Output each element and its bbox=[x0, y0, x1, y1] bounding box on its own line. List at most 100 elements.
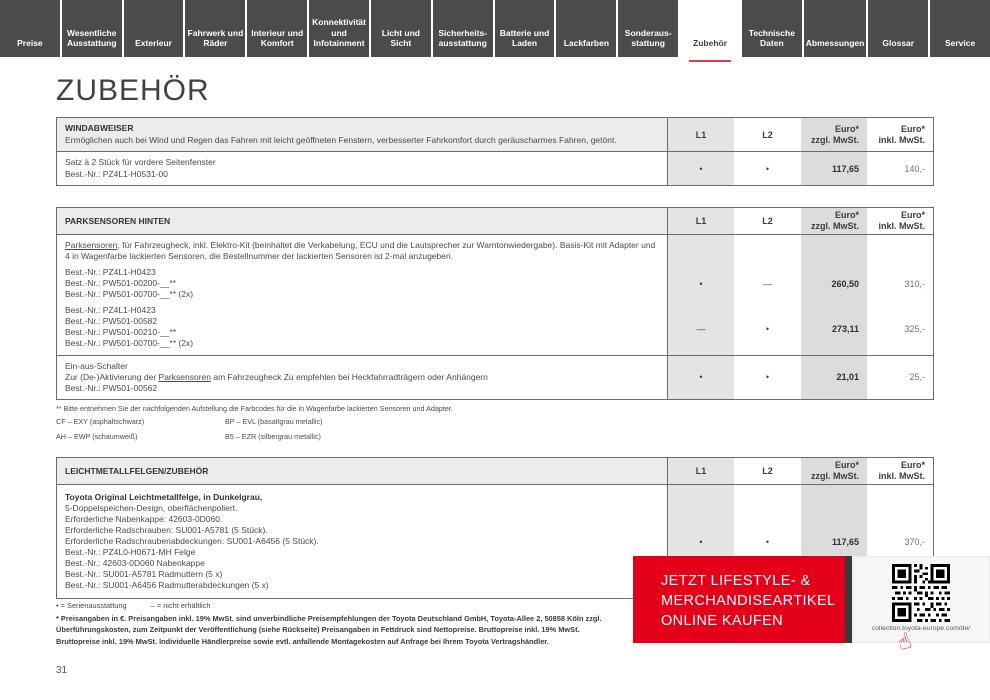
legend-nicht-erhaeltlich: – = nicht erhältlich bbox=[150, 601, 211, 610]
column-header-net-line1: Euro* bbox=[834, 209, 859, 220]
tab-zubehoer-active[interactable]: Zubehör bbox=[680, 0, 740, 62]
table-parksensoren: PARKSENSOREN HINTEN L1 L2 Euro* zzgl. Mw… bbox=[56, 206, 934, 400]
item-description-rest: , für Fahrzeugheck, inkl. Elektro-Kit (b… bbox=[65, 239, 656, 262]
price-net: 117,65 bbox=[801, 152, 867, 185]
table-title: LEICHTMETALLFELGEN/ZUBEHÖR bbox=[65, 465, 209, 476]
column-header-gross: Euro* inkl. MwSt. bbox=[867, 118, 933, 152]
item-code: Best.-Nr.: PW501-00210-__** bbox=[65, 326, 177, 337]
color-code-list: CF – EXY (asphaltschwarz) BP – EVL (basa… bbox=[56, 417, 506, 441]
availability-l2: • bbox=[734, 355, 801, 399]
item-code: Best.-Nr.: PW501-00200-__** bbox=[65, 277, 177, 288]
price-net: 260,50 bbox=[801, 264, 867, 303]
column-header-net: Euro* zzgl. MwSt. bbox=[801, 207, 867, 234]
column-header-gross-line1: Euro* bbox=[900, 123, 925, 134]
promo-url-link[interactable]: collection.toyota-europe.com/de/ bbox=[871, 625, 971, 632]
tab-label: Glossar bbox=[882, 38, 915, 49]
item-detail: Erforderliche Radschrauben: SU001-A5781 … bbox=[65, 525, 268, 536]
table-row-description: Parksensoren, für Fahrzeugheck, inkl. El… bbox=[57, 234, 933, 265]
promo-line: ONLINE KAUFEN bbox=[661, 613, 784, 629]
tab-sicherheitsausstattung[interactable]: Sicherheits­ausstattung bbox=[432, 0, 493, 57]
availability-l1: • bbox=[668, 355, 734, 399]
tab-glossar[interactable]: Glossar bbox=[868, 0, 929, 57]
column-header-gross-line2: inkl. MwSt. bbox=[878, 134, 925, 145]
spacer bbox=[56, 186, 934, 207]
tab-lackfarben[interactable]: Lackfarben bbox=[556, 0, 617, 57]
tab-konnektivitaet-und-infotainment[interactable]: Konnektivität und Infotainment bbox=[309, 0, 369, 57]
item-code: Best.-Nr.: SU001-A6456 Radmutterabdeckun… bbox=[65, 580, 269, 591]
tab-label: Technische Daten bbox=[748, 27, 795, 49]
item-description-pre: Zur (De-)Aktivierung der bbox=[65, 371, 159, 382]
item-description: Parksensoren, für Fahrzeugheck, inkl. El… bbox=[65, 240, 657, 263]
price-gross: 140,- bbox=[867, 152, 933, 185]
table-row-switch: Ein-aus-Schalter Zur (De-)Aktivierung de… bbox=[57, 355, 933, 399]
tab-technische-daten[interactable]: Technische Daten bbox=[741, 0, 802, 57]
column-header-net-line2: zzgl. MwSt. bbox=[811, 470, 859, 481]
item-code: Best.-Nr.: PW501-00562 bbox=[65, 382, 158, 393]
legend-serienausstattung: • = Serienausstattung bbox=[56, 601, 127, 610]
column-header-gross-line1: Euro* bbox=[900, 209, 925, 220]
table-row-variant-2: Best.-Nr.: PZ4L1-H0423 Best.-Nr.: PW501-… bbox=[57, 302, 933, 356]
column-header-net-line1: Euro* bbox=[834, 123, 859, 134]
tab-abmessungen[interactable]: Abmessungen bbox=[803, 0, 867, 57]
item-title: Toyota Original Leichtmetallfelge, in Du… bbox=[65, 491, 263, 502]
color-code: B5 – EZR (silbergrau metallic) bbox=[225, 431, 321, 441]
item-title: Satz à 2 Stück für vordere Seitenfenster bbox=[65, 157, 216, 168]
tab-exterieur[interactable]: Exterieur bbox=[123, 0, 184, 57]
tab-label: Sonderaus­stattung bbox=[624, 27, 672, 49]
availability-l2: — bbox=[734, 264, 801, 303]
price-footnote: * Preisangaben in €. Preisangaben inkl. … bbox=[56, 614, 602, 646]
page-title: ZUBEHÖR bbox=[56, 74, 210, 107]
table-header-cell: PARKSENSOREN HINTEN bbox=[57, 207, 668, 234]
promo-line: MERCHANDISEARTIKEL bbox=[661, 593, 836, 609]
availability-l1: • bbox=[668, 264, 734, 303]
column-header-l2: L2 bbox=[734, 207, 801, 234]
legend: • = Serienausstattung – = nicht erhältli… bbox=[56, 601, 232, 610]
item-cell: Best.-Nr.: PZ4L1-H0423 Best.-Nr.: PW501-… bbox=[57, 302, 668, 355]
item-code: Best.-Nr.: PZ4L0-H0671-MH Felge bbox=[65, 547, 196, 558]
column-header-net-line2: zzgl. MwSt. bbox=[811, 134, 859, 145]
table-row-variant-1: Best.-Nr.: PZ4L1-H0423 Best.-Nr.: PW501-… bbox=[57, 264, 933, 303]
item-code: Best.-Nr.: SU001-A5781 Radmuttern (5 x) bbox=[65, 569, 223, 580]
tab-label: Service bbox=[944, 38, 976, 49]
price-gross: 25,- bbox=[867, 355, 933, 399]
item-code: Best.-Nr.: PZ4L1-H0423 bbox=[65, 304, 156, 315]
promo-banner[interactable]: JETZT LIFESTYLE- & MERCHANDISEARTIKEL ON… bbox=[633, 556, 990, 643]
table-header-row: WINDABWEISER Ermöglichen auch bei Wind u… bbox=[57, 118, 933, 153]
price-gross: 310,- bbox=[867, 264, 933, 303]
tab-fahrwerk-und-raeder[interactable]: Fahrwerk und Räder bbox=[185, 0, 246, 57]
parksensoren-link[interactable]: Parksensoren bbox=[158, 371, 211, 382]
tab-preise[interactable]: Preise bbox=[0, 0, 60, 57]
tab-label: Exterieur bbox=[135, 38, 172, 49]
tab-label: Batterie und Laden bbox=[499, 27, 550, 49]
column-header-gross-line2: inkl. MwSt. bbox=[878, 470, 925, 481]
column-header-l1: L1 bbox=[668, 118, 734, 152]
item-cell: Ein-aus-Schalter Zur (De-)Aktivierung de… bbox=[57, 355, 668, 399]
availability-l1: — bbox=[668, 302, 734, 355]
price-net: 273,11 bbox=[801, 302, 867, 355]
column-header-gross-line1: Euro* bbox=[900, 460, 925, 471]
table-leichtmetallfelgen: LEICHTMETALLFELGEN/ZUBEHÖR L1 L2 Euro* z… bbox=[56, 456, 934, 600]
color-code-footnote: ** Bitte entnehmen Sie der nachfolgenden… bbox=[56, 400, 934, 441]
tab-service[interactable]: Service bbox=[930, 0, 990, 57]
table-title: WINDABWEISER bbox=[65, 123, 134, 133]
item-title: Ein-aus-Schalter bbox=[65, 360, 128, 371]
tab-label: Wesentliche Ausstattung bbox=[66, 27, 117, 49]
tab-wesentliche-ausstattung[interactable]: Wesentliche Ausstattung bbox=[61, 0, 122, 57]
tab-label: Interieur und Komfort bbox=[251, 27, 304, 49]
item-description-post: am Fahrzeugheck Zu empfehlen bei Heckfah… bbox=[210, 371, 488, 382]
tab-bar: Preise Wesentliche Ausstattung Exterieur… bbox=[0, 0, 990, 62]
tab-licht-und-sicht[interactable]: Licht und Sicht bbox=[370, 0, 431, 57]
tab-batterie-und-laden[interactable]: Batterie und Laden bbox=[494, 0, 555, 57]
availability-l2 bbox=[734, 234, 801, 265]
promo-text-panel: JETZT LIFESTYLE- & MERCHANDISEARTIKEL ON… bbox=[633, 556, 845, 643]
column-header-gross: Euro* inkl. MwSt. bbox=[867, 457, 933, 484]
tab-label: Licht und Sicht bbox=[381, 27, 420, 49]
tab-sonderausstattung[interactable]: Sonderaus­stattung bbox=[618, 0, 679, 57]
parksensoren-link[interactable]: Parksensoren bbox=[65, 239, 118, 250]
column-header-net: Euro* zzgl. MwSt. bbox=[801, 118, 867, 152]
tab-interieur-und-komfort[interactable]: Interieur und Komfort bbox=[247, 0, 308, 57]
qr-code-icon bbox=[892, 564, 950, 622]
availability-l1 bbox=[668, 234, 734, 265]
column-header-net: Euro* zzgl. MwSt. bbox=[801, 457, 867, 484]
table-header-cell: LEICHTMETALLFELGEN/ZUBEHÖR bbox=[57, 457, 668, 484]
